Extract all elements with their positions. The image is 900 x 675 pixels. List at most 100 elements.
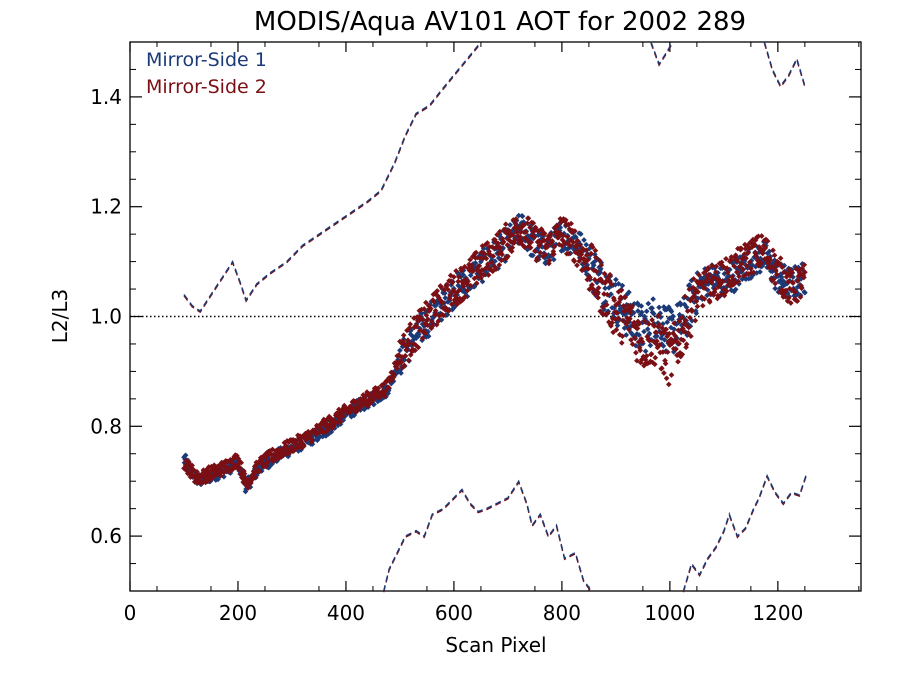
mirror-side-2-point bbox=[658, 365, 665, 372]
mirror-side-1-point bbox=[398, 370, 404, 376]
mirror-side-2-point bbox=[470, 268, 477, 274]
mirror-side-1-point bbox=[636, 332, 642, 338]
mirror-side-2-point bbox=[794, 298, 801, 304]
mirror-side-2-point bbox=[567, 242, 573, 249]
mirror-side-2-point bbox=[614, 310, 620, 316]
mirror-side-2-point bbox=[542, 251, 549, 258]
plot-area bbox=[129, 41, 862, 593]
mirror-side-2-point bbox=[428, 319, 435, 325]
mirror-side-1-point bbox=[425, 333, 432, 340]
mirror-side-2-point bbox=[241, 470, 248, 477]
mirror-side-2-point bbox=[495, 240, 502, 247]
mirror-side-1-point bbox=[661, 336, 668, 343]
envelope-upper-dashed-far-side-1 bbox=[763, 41, 806, 88]
mirror-side-2-point bbox=[594, 291, 601, 297]
mirror-side-2-point bbox=[652, 354, 659, 361]
mirror-side-2-point bbox=[570, 239, 577, 246]
mirror-side-2-point bbox=[488, 259, 495, 266]
mirror-side-2-point bbox=[743, 262, 750, 269]
mirror-side-2-point bbox=[431, 298, 437, 305]
mirror-side-2-point bbox=[527, 224, 533, 231]
mirror-side-2-point bbox=[794, 278, 801, 284]
mirror-side-2-point bbox=[702, 285, 708, 292]
mirror-side-2-point bbox=[629, 303, 635, 310]
mirror-side-2-point bbox=[221, 469, 228, 475]
mirror-side-2-point bbox=[439, 299, 446, 306]
mirror-side-2-point bbox=[458, 267, 465, 274]
mirror-side-2-point bbox=[412, 347, 418, 354]
mirror-side-1-point bbox=[529, 252, 536, 259]
mirror-side-2-point bbox=[712, 269, 719, 275]
mirror-side-2-point bbox=[603, 301, 610, 308]
mirror-side-2-point bbox=[735, 278, 742, 285]
mirror-side-2-point bbox=[705, 264, 712, 271]
mirror-side-2-point bbox=[576, 242, 583, 249]
mirror-side-2-point bbox=[524, 220, 531, 227]
mirror-side-2-point bbox=[628, 337, 634, 343]
mirror-side-2-point bbox=[589, 244, 596, 251]
mirror-side-2-point bbox=[663, 326, 669, 333]
mirror-side-1-point bbox=[460, 271, 466, 278]
mirror-side-1-point bbox=[772, 285, 779, 292]
mirror-side-2-point bbox=[690, 276, 697, 282]
mirror-side-2-point bbox=[421, 306, 428, 312]
mirror-side-2-point bbox=[664, 349, 671, 355]
mirror-side-2-point bbox=[424, 322, 431, 329]
mirror-side-2-point bbox=[531, 234, 538, 240]
mirror-side-2-point bbox=[550, 251, 557, 258]
mirror-side-2-point bbox=[566, 250, 572, 257]
mirror-side-2-point bbox=[422, 330, 429, 337]
mirror-side-2-point bbox=[776, 260, 783, 267]
mirror-side-1-point bbox=[597, 265, 604, 272]
mirror-side-2-point bbox=[633, 349, 639, 356]
mirror-side-2-point bbox=[493, 266, 499, 273]
mirror-side-2-point bbox=[739, 266, 746, 273]
mirror-side-2-point bbox=[665, 381, 672, 388]
mirror-side-2-point bbox=[746, 259, 753, 266]
mirror-side-2-point bbox=[799, 265, 806, 272]
envelope-upper-dashed-right-side-1 bbox=[650, 41, 674, 66]
mirror-side-2-point bbox=[512, 220, 519, 227]
mirror-side-2-point bbox=[564, 233, 571, 240]
x-tick-label: 600 bbox=[435, 601, 473, 625]
mirror-side-2-point bbox=[432, 307, 439, 314]
mirror-side-2-point bbox=[693, 298, 700, 305]
mirror-side-2-point bbox=[634, 357, 640, 364]
mirror-side-2-point bbox=[445, 286, 451, 293]
mirror-side-2-point bbox=[770, 276, 777, 283]
mirror-side-2-point bbox=[705, 271, 712, 278]
mirror-side-2-point bbox=[309, 437, 315, 443]
mirror-side-2-point bbox=[325, 427, 331, 433]
mirror-side-2-point bbox=[484, 240, 491, 246]
mirror-side-1-point bbox=[613, 276, 619, 283]
mirror-side-2-point bbox=[393, 365, 400, 372]
y-axis-label: L2/L3 bbox=[48, 289, 72, 343]
mirror-side-2-point bbox=[481, 250, 488, 257]
mirror-side-2-point bbox=[252, 474, 259, 481]
mirror-side-2-point bbox=[521, 244, 528, 251]
mirror-side-2-point bbox=[189, 462, 195, 469]
mirror-side-2-point bbox=[527, 244, 534, 251]
mirror-side-2-point bbox=[596, 257, 603, 264]
mirror-side-2-point bbox=[772, 280, 779, 287]
mirror-side-1-point bbox=[638, 309, 645, 316]
mirror-side-1-point bbox=[550, 256, 557, 263]
mirror-side-2-point bbox=[525, 215, 532, 222]
y-tick-label: 1.4 bbox=[90, 85, 122, 109]
mirror-side-2-point bbox=[641, 318, 648, 325]
mirror-side-2-point bbox=[560, 232, 566, 239]
mirror-side-2-point bbox=[440, 312, 447, 319]
mirror-side-2-point bbox=[264, 459, 271, 466]
mirror-side-2-point bbox=[595, 285, 602, 291]
x-tick-label: 1000 bbox=[644, 601, 695, 625]
mirror-side-2-point bbox=[660, 349, 666, 355]
mirror-side-2-point bbox=[772, 267, 779, 273]
mirror-side-2-point bbox=[734, 258, 741, 264]
mirror-side-2-point bbox=[779, 264, 786, 271]
x-tick-label: 400 bbox=[327, 601, 365, 625]
mirror-side-2-point bbox=[656, 342, 663, 348]
mirror-side-1-point bbox=[583, 241, 590, 248]
mirror-side-1-point bbox=[581, 237, 587, 243]
mirror-side-2-point bbox=[723, 255, 729, 262]
mirror-side-1-point bbox=[668, 308, 675, 315]
